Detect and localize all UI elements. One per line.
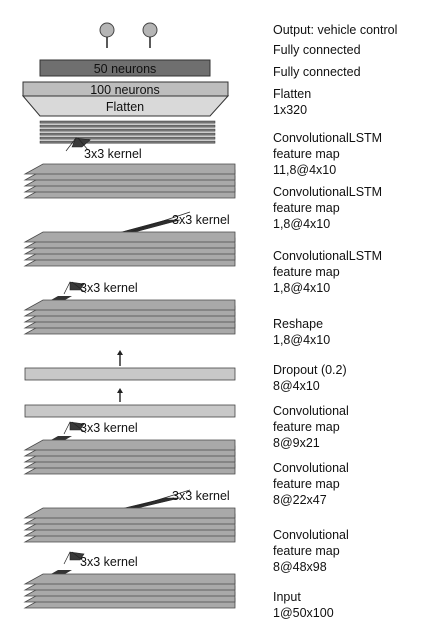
conv3-bar <box>24 404 236 418</box>
thin-feature-stack <box>39 140 216 144</box>
layer-label-line: feature map <box>273 201 340 215</box>
dropout-bar <box>24 367 236 381</box>
layer-label-line: ConvolutionalLSTM <box>273 185 383 199</box>
layer-label-line: 1,8@4x10 <box>273 333 331 347</box>
kernel-label: 3x3 kernel <box>80 555 138 569</box>
layer-label-fc1: Fully connected <box>273 42 361 58</box>
thin-feature-stack <box>39 120 216 124</box>
layer-label-line: Input <box>273 590 301 604</box>
flatten-box <box>21 95 230 117</box>
thin-feature-stack <box>39 132 216 136</box>
layer-label-line: Convolutional <box>273 461 349 475</box>
layer-label-line: 1,8@4x10 <box>273 281 331 295</box>
layer-label-conv1: Convolutional feature map 8@48x98 <box>273 527 349 575</box>
kernel-fan-edge <box>63 551 71 565</box>
layer-label-line: feature map <box>273 477 340 491</box>
layer-label-line: feature map <box>273 147 340 161</box>
layer-label-line: feature map <box>273 265 340 279</box>
output-title: Output: vehicle control <box>273 23 398 37</box>
layer-label-input: Input 1@50x100 <box>273 589 334 621</box>
layer-label-line: 11,8@4x10 <box>273 163 337 177</box>
layer-label-reshape: Reshape 1,8@4x10 <box>273 316 330 348</box>
layer-label-line: 1,8@4x10 <box>273 217 331 231</box>
layer-label-line: 8@48x98 <box>273 560 327 574</box>
kernel-fan <box>71 137 91 148</box>
layer-label-line: Fully connected <box>273 65 361 79</box>
layer-label-line: 8@4x10 <box>273 379 320 393</box>
flatten-label: Flatten <box>106 100 144 114</box>
layer-label-line: Fully connected <box>273 43 361 57</box>
kernel-fan-edge <box>65 137 77 152</box>
feature-slab <box>23 439 236 451</box>
layer-label-line: Dropout (0.2) <box>273 363 347 377</box>
layer-label-conv3: Convolutional feature map 8@9x21 <box>273 403 349 451</box>
layer-label-line: 8@22x47 <box>273 493 327 507</box>
flow-arrow-head <box>117 388 123 393</box>
fc-50-box <box>39 59 211 77</box>
feature-map-stacks: 3x3 kernel 3x3 kernel 3x3 kernel 3x3 kernel… <box>23 120 236 609</box>
output-node <box>99 22 115 38</box>
kernel-fan-edge <box>77 137 89 151</box>
layer-label-clstm2: ConvolutionalLSTM feature map 1,8@4x10 <box>273 184 382 232</box>
layer-label-flatten: Flatten 1x320 <box>273 86 311 118</box>
kernel-label: 3x3 kernel <box>80 281 138 295</box>
feature-slab <box>23 231 236 243</box>
layer-label-line: ConvolutionalLSTM <box>273 249 383 263</box>
input-slab <box>23 573 236 585</box>
kernel-fan-edge <box>63 421 71 435</box>
layer-label-line: Flatten <box>273 87 312 101</box>
fc-100-label: 100 neurons <box>90 83 160 97</box>
layer-label-line: Convolutional <box>273 528 349 542</box>
thin-feature-stack <box>39 124 216 128</box>
kernel-label: 3x3 kernel <box>172 213 230 227</box>
layer-label-line: feature map <box>273 544 340 558</box>
kernel-label: 3x3 kernel <box>80 421 138 435</box>
output-nodes <box>99 22 158 48</box>
layer-label-line: 1x320 <box>273 103 308 117</box>
layer-label-dropout: Dropout (0.2) 8@4x10 <box>273 362 347 394</box>
kernel-fan-edge <box>71 421 87 434</box>
feature-slab <box>23 507 236 519</box>
feature-slab <box>23 299 236 311</box>
kernel-fan-edge <box>71 551 87 564</box>
kernel-label: 3x3 kernel <box>84 147 142 161</box>
layer-label-line: Convolutional <box>273 404 349 418</box>
thin-feature-stack <box>39 136 216 140</box>
layer-label-line: 1@50x100 <box>273 606 334 620</box>
feature-slab <box>23 163 236 175</box>
layer-label-clstm3: ConvolutionalLSTM feature map 11,8@4x10 <box>273 130 382 178</box>
thin-feature-stack <box>39 128 216 132</box>
layer-label-fc2: Fully connected <box>273 64 361 80</box>
fc-50-label: 50 neurons <box>94 62 157 76</box>
layer-label-line: 8@9x21 <box>273 436 320 450</box>
layer-label-conv2: Convolutional feature map 8@22x47 <box>273 460 349 508</box>
kernel-fan-edge <box>63 281 71 295</box>
layer-label-line: ConvolutionalLSTM <box>273 131 383 145</box>
flow-arrow-head <box>117 350 123 355</box>
layer-label-clstm1: ConvolutionalLSTM feature map 1,8@4x10 <box>273 248 382 296</box>
layer-label-line: Reshape <box>273 317 324 331</box>
output-node <box>142 22 158 38</box>
layer-label-line: feature map <box>273 420 340 434</box>
kernel-label: 3x3 kernel <box>172 489 230 503</box>
kernel-fan-edge <box>71 281 87 294</box>
